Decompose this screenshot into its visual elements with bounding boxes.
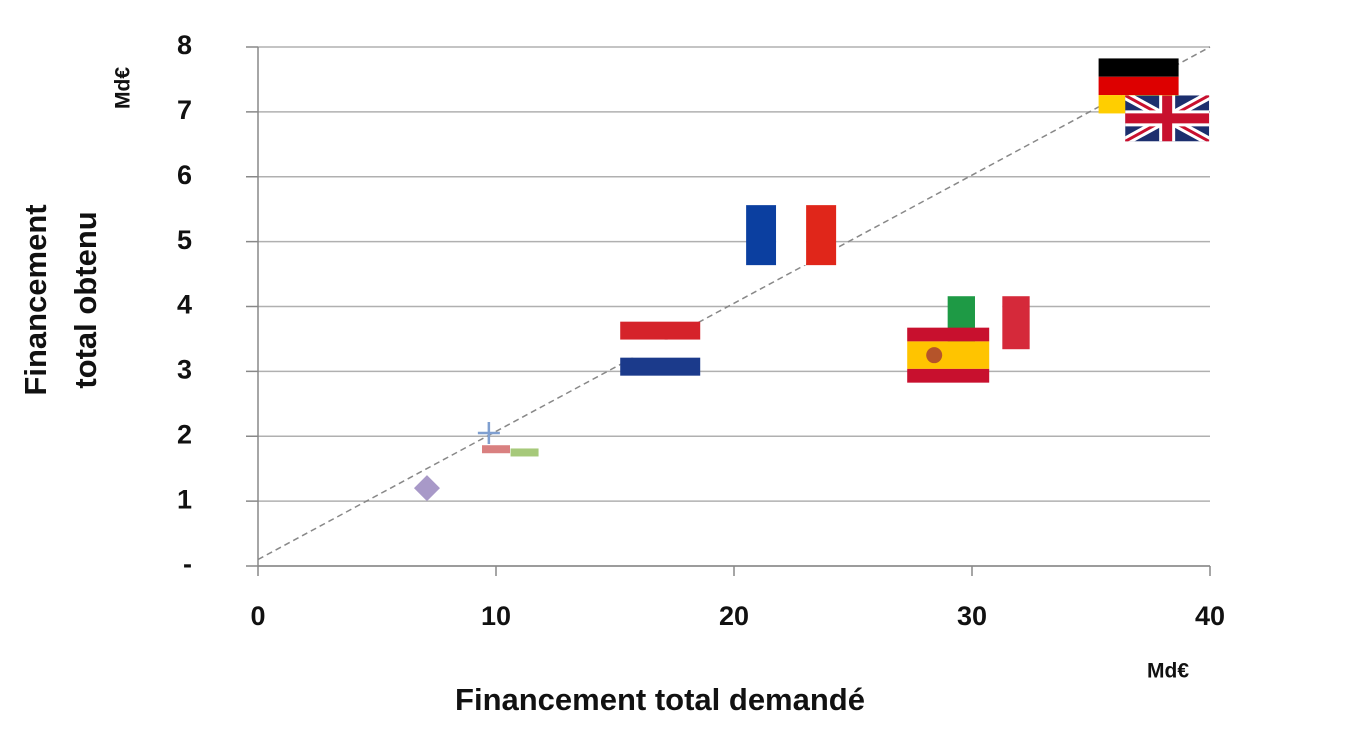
- flag-stripe: [620, 321, 701, 340]
- flag-stripe: [746, 205, 777, 266]
- point: [746, 205, 837, 266]
- y-tick-label: 1: [177, 484, 192, 514]
- y-axis-label: total obtenu: [68, 211, 103, 388]
- flag-stripe: [1002, 296, 1030, 350]
- x-tick-label: 30: [957, 601, 987, 631]
- x-tick-label: 40: [1195, 601, 1225, 631]
- x-axis-label: Financement total demandé: [455, 682, 865, 717]
- dash-shape: [510, 448, 539, 457]
- diamond-shape: [413, 475, 440, 502]
- point: [477, 422, 500, 445]
- flag-stripe: [776, 205, 807, 266]
- x-tick-label: 20: [719, 601, 749, 631]
- y-tick-label: 3: [177, 355, 192, 385]
- x-tick-label: 10: [481, 601, 511, 631]
- flag-stripe: [1098, 58, 1179, 77]
- flag-emblem: [926, 347, 943, 364]
- flag-stripe: [907, 368, 990, 383]
- point: [620, 321, 701, 376]
- point: [510, 448, 539, 457]
- point: [482, 445, 510, 454]
- x-unit: Md€: [1147, 660, 1189, 683]
- x-tick-label: 0: [250, 601, 265, 631]
- flag-stripe: [620, 357, 701, 376]
- point: [907, 327, 990, 383]
- y-tick-label: 7: [177, 95, 192, 125]
- flag-stripe: [907, 341, 990, 369]
- y-tick-label: 6: [177, 160, 192, 190]
- dash-shape: [482, 445, 510, 454]
- flag-cross: [1162, 95, 1173, 142]
- y-tick-label: 4: [177, 290, 192, 320]
- y-tick-label: 5: [177, 225, 192, 255]
- flag-body: [1125, 95, 1210, 142]
- plus-shape: [477, 422, 500, 445]
- y-tick-label: 8: [177, 30, 192, 60]
- flag-stripe: [806, 205, 837, 266]
- point: [1125, 95, 1210, 142]
- point: [413, 475, 440, 502]
- y-tick-label: 2: [177, 419, 192, 449]
- y-axis-label: Financement: [18, 204, 53, 395]
- flag-stripe: [1098, 76, 1179, 96]
- y-tick-label: -: [183, 549, 192, 579]
- reference-line: [257, 46, 1211, 561]
- y-unit: Md€: [112, 67, 135, 109]
- flag-stripe: [907, 327, 990, 342]
- flag-stripe: [620, 339, 701, 358]
